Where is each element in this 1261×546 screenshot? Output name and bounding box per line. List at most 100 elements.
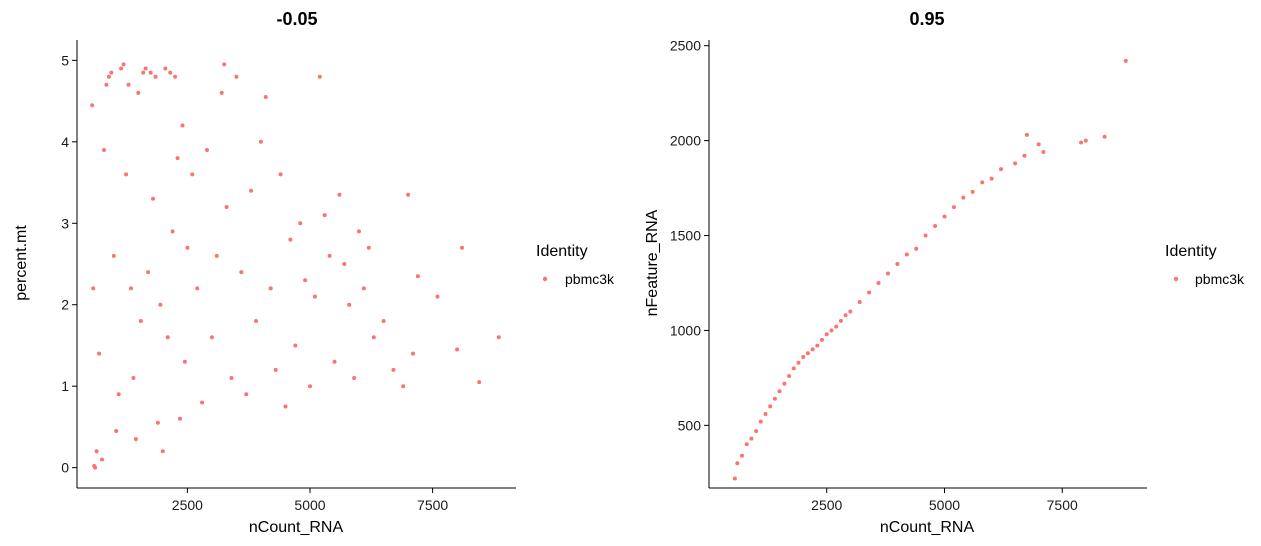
data-point: [838, 318, 843, 323]
panel-right-x-ticks: 2500 5000 7500: [811, 488, 1078, 513]
data-point: [165, 335, 170, 340]
data-point: [273, 367, 278, 372]
data-point: [371, 335, 376, 340]
data-point: [477, 380, 482, 385]
data-point: [178, 416, 182, 421]
panel-right-x-tick-label: 2500: [811, 497, 842, 513]
data-point: [234, 74, 239, 79]
panel-left-x-tick-label: 2500: [172, 497, 203, 513]
data-point: [151, 196, 155, 201]
panel-right-points: [732, 58, 1128, 481]
data-point: [222, 62, 227, 67]
data-point: [895, 262, 900, 266]
data-point: [106, 74, 111, 79]
data-point: [337, 192, 342, 197]
data-point: [834, 324, 839, 329]
data-point: [133, 437, 138, 442]
data-point: [843, 313, 848, 318]
panel-left-y-tick-label: 3: [61, 215, 69, 231]
data-point: [239, 270, 244, 275]
data-point: [126, 82, 131, 87]
data-point: [886, 271, 890, 276]
data-point: [810, 347, 815, 352]
data-point: [170, 229, 175, 234]
data-point: [772, 396, 777, 401]
data-point: [182, 359, 187, 364]
data-point: [293, 343, 298, 348]
data-point: [796, 360, 801, 365]
data-point: [732, 476, 737, 481]
data-point: [857, 300, 862, 304]
panel-left-x-tick-label: 5000: [294, 497, 325, 513]
data-point: [258, 139, 263, 144]
data-point: [124, 172, 129, 177]
data-point: [111, 253, 116, 258]
panel-left-y-tick-label: 4: [61, 134, 69, 150]
data-point: [91, 286, 96, 291]
panel-left-x-ticks: 2500 5000 7500: [172, 488, 448, 513]
data-point: [200, 400, 205, 405]
data-point: [254, 319, 258, 323]
data-point: [104, 82, 109, 87]
data-point: [160, 449, 165, 454]
panel-right-y-ticks: 500 1000 1500 2000 2500: [670, 38, 709, 433]
panel-left-legend: Identity pbmc3k: [536, 243, 615, 287]
panel-left-legend-label: pbmc3k: [565, 271, 615, 287]
panel-right-legend-key: [1173, 276, 1179, 282]
data-point: [1036, 142, 1041, 147]
data-point: [136, 90, 141, 95]
data-point: [168, 70, 173, 75]
panel-right-y-tick-label: 2500: [670, 38, 701, 54]
data-point: [815, 343, 820, 348]
data-point: [460, 245, 464, 250]
data-point: [131, 376, 136, 380]
panel-left-y-tick-label: 2: [61, 297, 69, 313]
panel-right-y-tick-label: 2000: [670, 133, 701, 149]
data-point: [219, 90, 224, 95]
panel-right-x-axis-label: nCount_RNA: [880, 519, 975, 536]
data-point: [352, 376, 357, 380]
data-point: [876, 281, 881, 285]
data-point: [791, 366, 796, 371]
data-point: [298, 221, 303, 226]
data-point: [763, 412, 768, 416]
panel-left-x-tick-label: 7500: [417, 497, 448, 513]
data-point: [735, 461, 740, 466]
panel-left-y-tick-label: 0: [61, 460, 69, 476]
panel-left-points: [90, 62, 501, 470]
data-point: [244, 392, 249, 397]
data-point: [119, 66, 124, 71]
data-point: [867, 290, 872, 295]
data-point: [406, 192, 411, 197]
data-point: [185, 245, 190, 250]
data-point: [224, 205, 229, 209]
data-point: [1123, 58, 1128, 63]
data-point: [249, 188, 254, 193]
data-point: [342, 262, 347, 266]
data-point: [435, 294, 440, 299]
data-point: [102, 148, 106, 152]
data-point: [288, 237, 293, 242]
data-point: [1022, 153, 1027, 158]
data-point: [303, 278, 308, 283]
data-point: [138, 319, 143, 323]
data-point: [278, 172, 283, 177]
data-point: [209, 335, 214, 340]
data-point: [391, 367, 396, 372]
panel-right-legend: Identity pbmc3k: [1165, 243, 1245, 287]
data-point: [116, 392, 121, 397]
data-point: [782, 381, 787, 386]
data-point: [401, 384, 406, 389]
data-point: [163, 66, 168, 71]
data-point: [180, 123, 185, 128]
data-point: [332, 359, 337, 364]
data-point: [357, 229, 361, 234]
data-point: [94, 449, 99, 454]
panel-left-y-axis-label: percent.mt: [13, 225, 30, 301]
data-point: [263, 95, 268, 99]
data-point: [805, 351, 810, 356]
data-point: [155, 420, 160, 425]
data-point: [361, 286, 366, 291]
